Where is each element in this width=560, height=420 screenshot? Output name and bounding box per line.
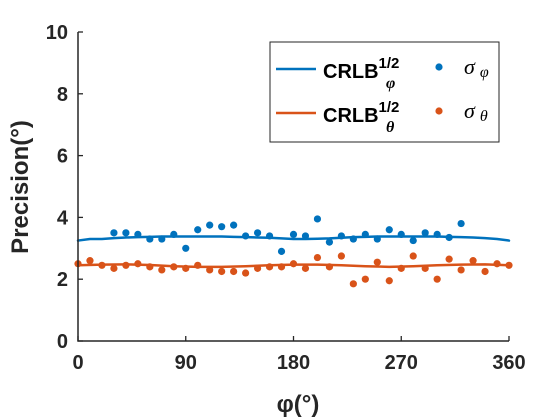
data-point-sigma_phi (253, 229, 262, 237)
data-point-sigma_theta (170, 263, 178, 271)
data-point-sigma_phi (385, 226, 393, 234)
data-point-sigma_phi (349, 235, 357, 243)
data-point-sigma_theta (98, 261, 106, 269)
data-point-sigma_phi (457, 219, 465, 228)
data-point-sigma_phi (445, 233, 453, 242)
data-point-sigma_theta (409, 252, 417, 260)
data-point-sigma_phi (397, 230, 405, 238)
x-tick-label: 270 (385, 352, 418, 374)
data-point-sigma_phi (433, 230, 441, 238)
series-markers-sigma_phi (110, 215, 465, 255)
data-point-sigma_theta (277, 263, 286, 271)
data-point-sigma_theta (206, 266, 214, 274)
data-point-sigma_theta (469, 257, 477, 265)
data-point-sigma_theta (457, 266, 465, 274)
data-point-sigma_phi (277, 247, 286, 255)
data-point-sigma_theta (445, 255, 453, 263)
data-point-sigma_theta (337, 252, 345, 260)
data-point-sigma_theta (182, 264, 190, 272)
y-axis-label: Precision(°) (7, 120, 34, 254)
data-point-sigma_theta (134, 260, 142, 268)
data-point-sigma_phi (373, 235, 381, 243)
data-point-sigma_phi (409, 236, 417, 245)
data-point-sigma_theta (194, 261, 202, 269)
x-axis-label: φ(°) (277, 391, 320, 418)
data-point-sigma_phi (325, 238, 334, 246)
data-point-sigma_phi (158, 235, 166, 243)
legend-label: CRLB1/2 θ (323, 99, 399, 136)
data-point-sigma_theta (373, 258, 381, 266)
legend-label: CRLB1/2 φ (323, 55, 399, 92)
data-point-sigma_phi (313, 215, 322, 223)
data-point-sigma_theta (493, 260, 501, 268)
y-tick-label: 8 (57, 84, 68, 106)
data-point-sigma_phi (337, 232, 345, 240)
data-point-sigma_theta (385, 277, 393, 285)
y-tick-label: 0 (57, 331, 68, 353)
data-point-sigma_theta (218, 267, 226, 276)
data-point-sigma_phi (421, 229, 429, 237)
data-point-sigma_phi (206, 221, 214, 229)
data-point-sigma_phi (194, 226, 202, 234)
data-point-sigma_theta (505, 261, 513, 269)
data-point-sigma_phi (146, 235, 154, 243)
data-point-sigma_phi (122, 229, 130, 237)
x-tick-label: 90 (175, 352, 197, 374)
data-point-sigma_phi (361, 230, 369, 238)
axes: 0 90 180 270 360 0 2 4 6 8 10 (46, 22, 526, 374)
legend-marker-swatch (435, 63, 443, 71)
data-point-sigma_phi (134, 230, 142, 238)
legend: CRLB1/2 φ σ φ CRLB1/2 θ σ θ (269, 41, 500, 143)
x-tick-label: 0 (72, 352, 83, 374)
data-point-sigma_theta (433, 275, 441, 283)
data-point-sigma_theta (230, 267, 238, 276)
data-point-sigma_phi (230, 221, 238, 229)
data-point-sigma_theta (146, 263, 154, 271)
y-tick-label: 4 (57, 207, 69, 229)
data-point-sigma_theta (242, 269, 250, 277)
data-point-sigma_theta (313, 253, 322, 262)
data-point-sigma_theta (349, 280, 357, 288)
data-point-sigma_theta (158, 266, 166, 274)
series-markers-sigma_theta (74, 252, 513, 288)
y-tick-label: 6 (57, 146, 68, 168)
data-point-sigma_theta (361, 275, 369, 283)
data-point-sigma_phi (289, 230, 298, 238)
data-point-sigma_theta (265, 263, 274, 271)
data-point-sigma_theta (421, 264, 429, 272)
data-point-sigma_theta (289, 260, 298, 268)
legend-box (269, 41, 500, 143)
data-point-sigma_phi (218, 223, 226, 231)
legend-marker-swatch (435, 107, 443, 115)
data-point-sigma_theta (86, 257, 94, 265)
data-point-sigma_theta (122, 261, 130, 269)
data-point-sigma_phi (110, 229, 118, 237)
x-tick-label: 180 (277, 352, 310, 374)
data-point-sigma_theta (397, 264, 405, 272)
data-point-sigma_theta (110, 264, 118, 272)
data-point-sigma_theta (325, 263, 334, 271)
data-point-sigma_theta (253, 264, 262, 272)
data-point-sigma_phi (265, 232, 274, 240)
data-point-sigma_phi (242, 232, 250, 240)
data-point-sigma_phi (182, 244, 190, 252)
data-point-sigma_theta (301, 264, 310, 272)
x-tick-label: 360 (492, 352, 525, 374)
data-point-sigma_phi (170, 230, 178, 238)
data-point-sigma_phi (301, 232, 310, 240)
data-point-sigma_theta (481, 267, 489, 276)
y-tick-label: 2 (57, 269, 68, 291)
y-tick-label: 10 (46, 22, 68, 44)
